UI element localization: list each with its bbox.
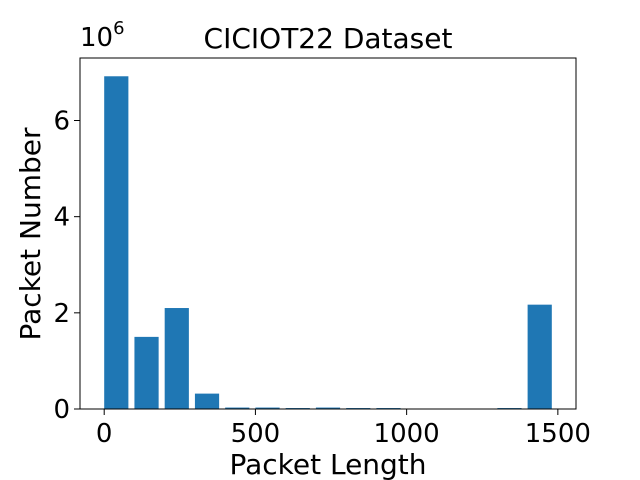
x-tick-label: 1000 [374,419,440,449]
bar [225,407,250,409]
plot-area-frame [79,57,577,410]
x-axis-label: Packet Length [229,448,426,480]
bar [164,308,189,409]
x-tick-label: 0 [96,419,113,449]
bar [315,407,341,409]
y-axis-label: Packet Number [14,127,47,340]
x-ticks-group: 0 500 1000 1500 [96,409,591,449]
y-ticks-group: 0 2 4 6 [53,107,80,425]
bars-group [104,76,552,409]
y-axis-multiplier-exponent: 6 [113,18,124,39]
bar [104,76,129,409]
y-axis-multiplier-base: 10 [80,23,113,53]
y-tick-label: 2 [53,299,70,329]
bar [134,336,159,409]
y-tick-label: 4 [53,203,70,233]
y-tick-label: 0 [53,395,70,425]
bar [527,304,552,409]
y-tick-label: 6 [53,107,70,137]
chart-title: CICIOT22 Dataset [204,22,453,55]
x-tick-label: 500 [231,419,281,449]
bar [194,393,220,409]
x-tick-label: 1500 [525,419,591,449]
bar [255,407,280,409]
y-axis-multiplier: 106 [80,18,125,53]
